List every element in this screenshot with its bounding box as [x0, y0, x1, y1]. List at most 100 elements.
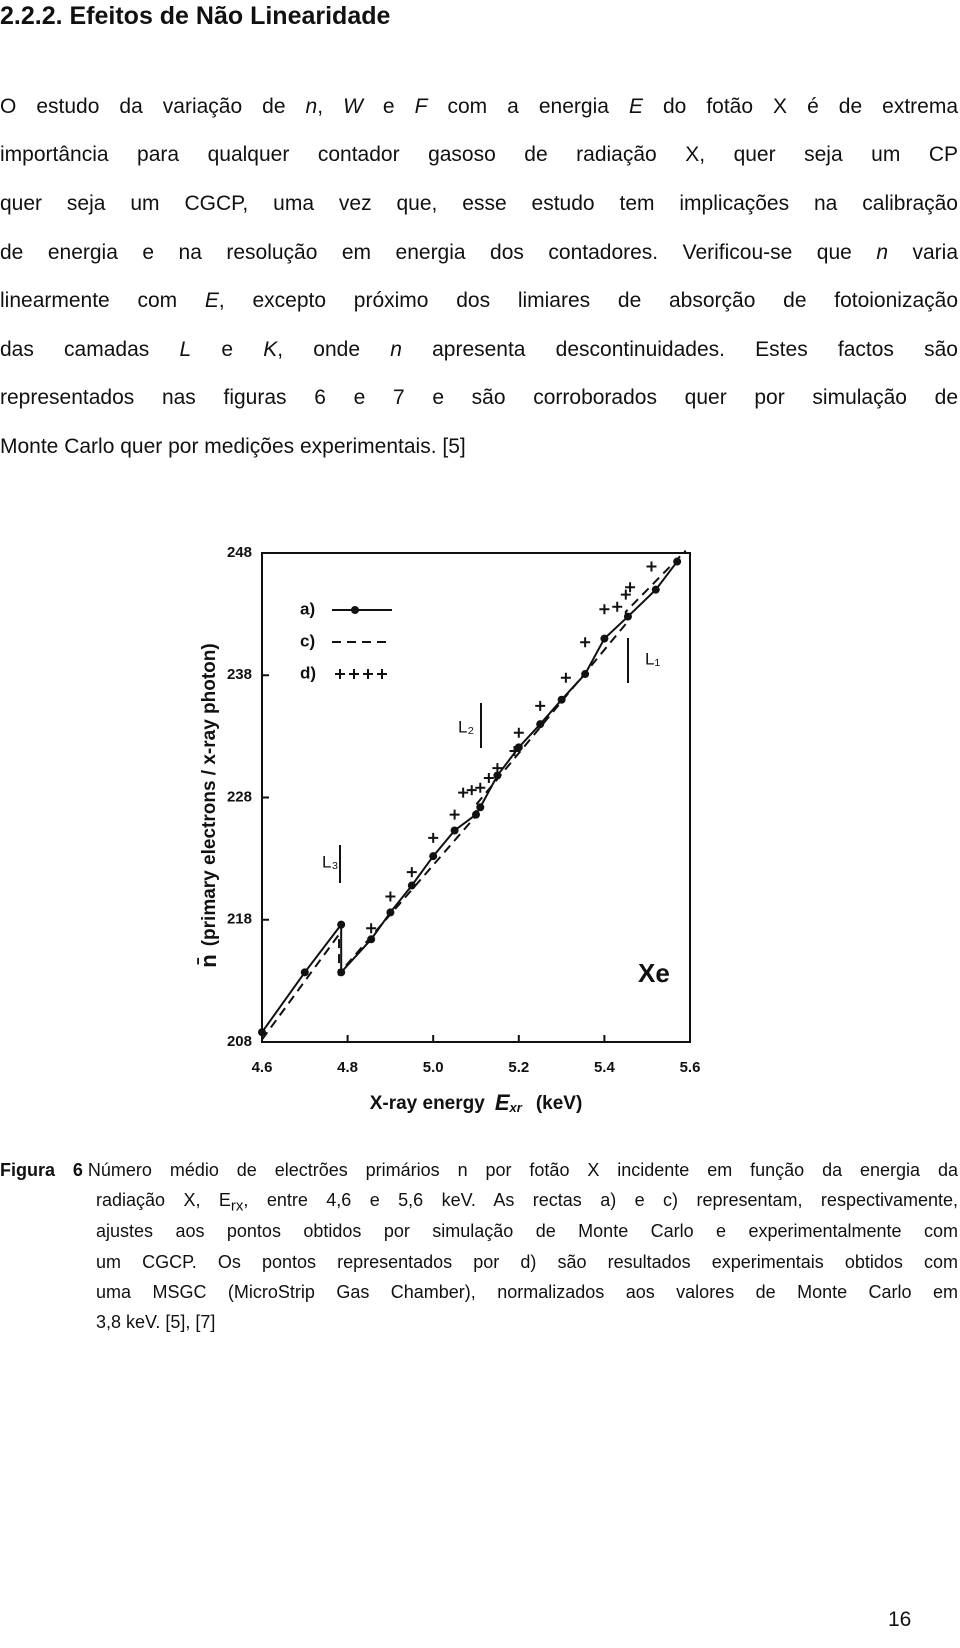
point — [367, 935, 376, 944]
caption-line: 3,8 keV. [5], [7] — [96, 1310, 958, 1334]
italic-symbol: n — [876, 241, 888, 264]
plus-marker — [513, 727, 524, 738]
x-axis-label: X-ray energy Exr (keV) — [370, 1090, 583, 1116]
series-line — [261, 560, 678, 1033]
plus-marker — [335, 669, 345, 679]
paragraph-line: das camadas L e K, onde n apresenta desc… — [0, 337, 958, 363]
plus-marker — [646, 561, 657, 572]
series-line — [261, 549, 687, 1041]
text-run: representados nas figuras 6 e 7 e são co… — [0, 386, 958, 409]
x-tick-label: 4.6 — [252, 1059, 273, 1076]
plus-marker — [535, 700, 546, 711]
text-run: e — [362, 95, 415, 118]
paragraph-line: quer seja um CGCP, uma vez que, esse est… — [0, 191, 958, 217]
annotation: Xe — [638, 958, 670, 988]
point — [300, 968, 309, 977]
plus-marker — [458, 787, 469, 798]
annotation: L₃ — [322, 852, 338, 871]
point — [536, 720, 545, 729]
y-tick-label: 218 — [227, 911, 252, 928]
text-run: de energia e na resolução em energia dos… — [0, 241, 877, 264]
x-tick-label: 5.2 — [508, 1059, 529, 1076]
x-tick-label: 5.6 — [680, 1059, 701, 1076]
point — [673, 557, 682, 566]
plus-marker — [449, 809, 460, 820]
italic-symbol: n — [390, 338, 402, 361]
plus-marker — [492, 763, 503, 774]
text-run: das camadas — [0, 338, 180, 361]
plus-marker — [428, 832, 439, 843]
point — [450, 826, 459, 835]
annotation: L₁ — [645, 649, 660, 668]
caption-line: uma MSGC (MicroStrip Gas Chamber), norma… — [96, 1280, 958, 1304]
legend-label: a) — [300, 599, 315, 618]
y-tick-label: 238 — [227, 666, 252, 683]
plus-marker — [509, 746, 520, 757]
plus-marker — [560, 672, 571, 683]
point — [258, 1028, 266, 1037]
y-label-text: (primary electrons / x-ray photon) — [199, 643, 220, 946]
plus-marker — [406, 867, 417, 878]
paragraph-line: Monte Carlo quer por medições experiment… — [0, 434, 958, 460]
text-run: e — [191, 338, 264, 361]
text-run: importância para qualquer contador gasos… — [0, 143, 958, 166]
y-tick-label: 228 — [227, 788, 252, 805]
x-tick-label: 4.8 — [337, 1059, 358, 1076]
plus-marker — [349, 669, 359, 679]
x-label-subscript: xr — [509, 1100, 523, 1115]
text-run: do fotão X é de extrema — [642, 95, 959, 118]
paragraph-line: linearmente com E, excepto próximo dos l… — [0, 288, 958, 314]
text-run: , — [317, 95, 344, 118]
point — [337, 920, 346, 929]
text-run: radiação X, E — [96, 1190, 231, 1210]
plus-marker — [385, 891, 396, 902]
plus-marker — [580, 637, 591, 648]
text-run: quer seja um CGCP, uma vez que, esse est… — [0, 192, 958, 215]
text-run: 3,8 keV. [5], [7] — [96, 1312, 216, 1332]
caption-line: ajustes aos pontos obtidos por simulação… — [96, 1219, 958, 1243]
text-run: , entre 4,6 e 5,6 keV. As rectas a) e c)… — [243, 1190, 959, 1210]
x-label-text: X-ray energy — [370, 1093, 486, 1114]
paragraph-line: importância para qualquer contador gasos… — [0, 142, 958, 168]
point — [651, 585, 660, 594]
plus-marker — [466, 785, 477, 796]
x-tick-label: 5.0 — [423, 1059, 444, 1076]
legend-dot — [351, 606, 359, 614]
y-tick-label: 248 — [227, 544, 252, 561]
text-run: Número médio de electrões primários n po… — [87, 1160, 958, 1180]
x-label-symbol: E — [495, 1090, 511, 1115]
plus-marker — [377, 669, 387, 679]
y-label-symbol: n̄ — [196, 954, 221, 967]
point — [386, 908, 395, 917]
text-run: com a energia — [427, 95, 629, 118]
paragraph-line: O estudo da variação de n, W e F com a e… — [0, 94, 958, 120]
y-tick-label: 208 — [227, 1033, 252, 1050]
plus-marker — [363, 669, 373, 679]
text-run: Monte Carlo quer por medições experiment… — [0, 435, 466, 458]
text-run: apresenta descontinuidades. Estes factos… — [401, 338, 958, 361]
plus-marker — [599, 604, 610, 615]
text-run: , excepto próximo dos limiares de absorç… — [218, 289, 958, 312]
italic-symbol: E — [204, 289, 219, 312]
page-number: 16 — [888, 1608, 912, 1631]
section-heading: 2.2.2. Efeitos de Não Linearidade — [0, 2, 391, 30]
x-label-unit: (keV) — [536, 1093, 582, 1114]
legend-label: c) — [300, 631, 315, 650]
text-run: O estudo da variação de — [0, 95, 306, 118]
paragraph-line: de energia e na resolução em energia dos… — [0, 240, 958, 266]
text-run: uma MSGC (MicroStrip Gas Chamber), norma… — [96, 1282, 958, 1302]
plus-marker — [612, 601, 623, 612]
italic-symbol: E — [628, 95, 643, 118]
italic-symbol: F — [414, 95, 428, 118]
point — [476, 803, 485, 812]
point — [429, 852, 438, 861]
plus-marker — [625, 582, 636, 593]
caption-line: radiação X, Erx, entre 4,6 e 5,6 keV. As… — [96, 1188, 959, 1215]
italic-symbol: L — [179, 338, 192, 361]
caption-label: Figura 6 — [0, 1160, 83, 1180]
plus-marker — [366, 923, 377, 934]
caption-line: um CGCP. Os pontos representados por d) … — [96, 1250, 958, 1274]
plus-marker — [483, 772, 494, 783]
point — [514, 743, 523, 752]
